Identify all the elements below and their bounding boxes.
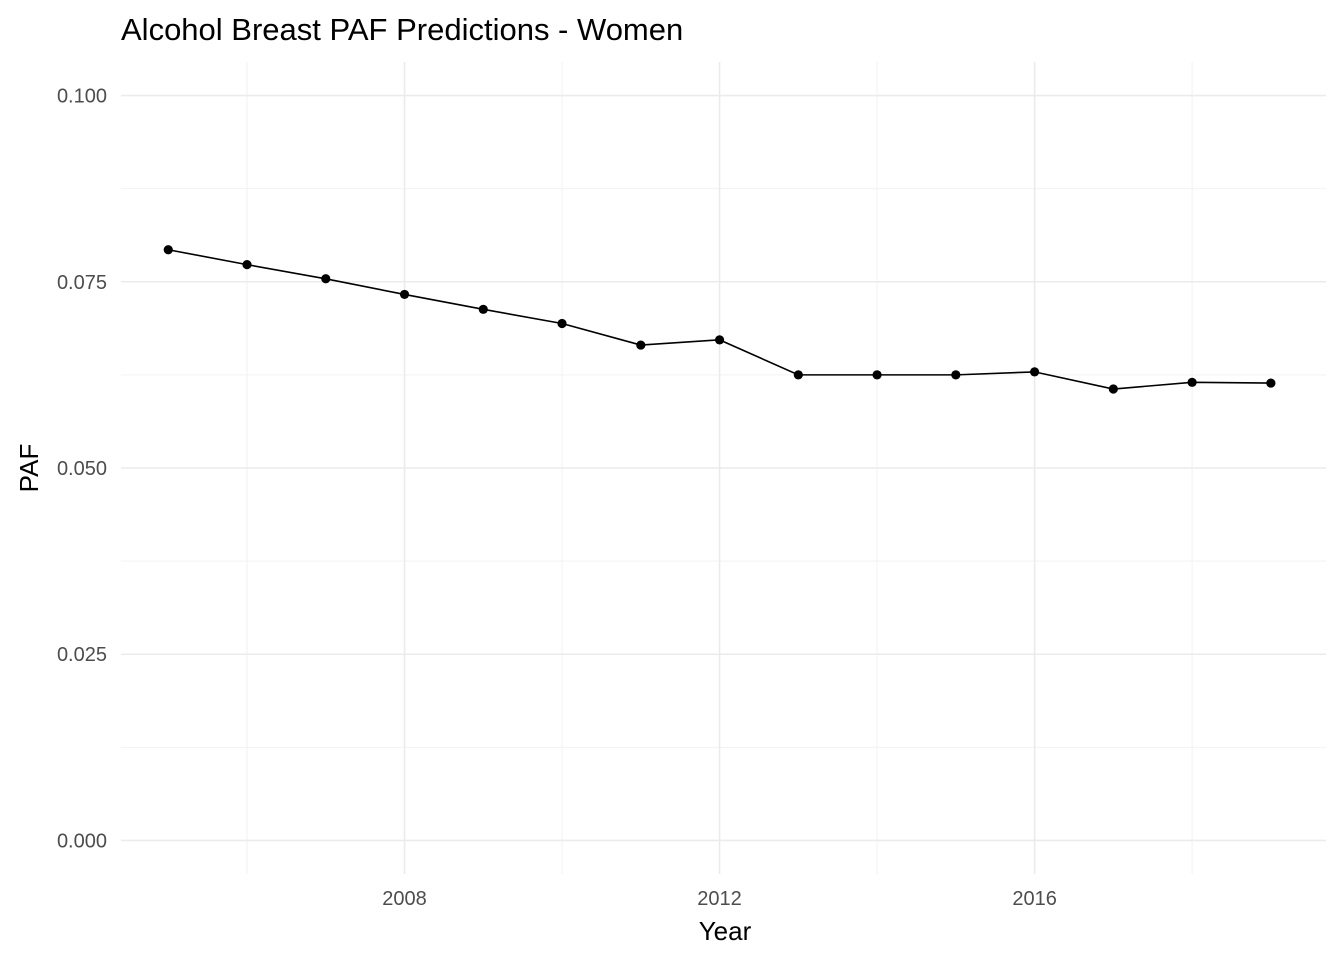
- data-point: [636, 340, 646, 350]
- data-point: [399, 289, 410, 300]
- data-point: [1266, 378, 1276, 388]
- x-axis-tick-labels: 2008 2012 2016: [382, 888, 1057, 910]
- major-gridlines: [121, 62, 1326, 874]
- chart-title: Alcohol Breast PAF Predictions - Women: [121, 12, 683, 47]
- data-point: [557, 318, 567, 329]
- x-tick-label: 2016: [1012, 888, 1057, 910]
- x-tick-label: 2012: [697, 888, 742, 910]
- data-point: [242, 260, 252, 270]
- series-group: [163, 245, 1276, 394]
- minor-gridlines: [121, 62, 1326, 874]
- data-point: [1187, 377, 1197, 387]
- data-point: [1108, 384, 1118, 394]
- y-axis-tick-labels: 0.000 0.025 0.050 0.075 0.100: [57, 86, 107, 853]
- y-tick-label: 0.050: [57, 458, 107, 480]
- y-tick-label: 0.075: [57, 272, 107, 294]
- data-point: [1029, 367, 1040, 377]
- data-point: [478, 304, 488, 314]
- y-tick-label: 0.000: [57, 830, 107, 852]
- data-point: [163, 245, 173, 255]
- y-tick-label: 0.025: [57, 644, 107, 666]
- data-point: [714, 335, 725, 345]
- x-axis-title: Year: [699, 916, 752, 946]
- x-tick-label: 2008: [382, 888, 427, 910]
- y-axis-title: PAF: [14, 444, 44, 493]
- y-tick-label: 0.100: [57, 86, 107, 108]
- data-point: [793, 370, 803, 380]
- data-point: [872, 370, 882, 380]
- data-point: [321, 274, 331, 284]
- data-point: [951, 370, 961, 380]
